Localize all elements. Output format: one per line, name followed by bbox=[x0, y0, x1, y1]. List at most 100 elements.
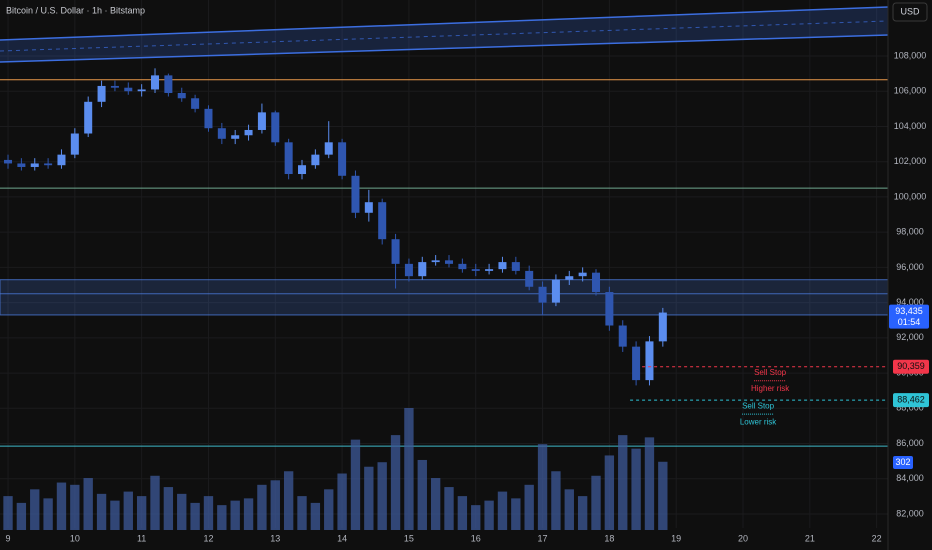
volume-bar bbox=[270, 480, 280, 530]
y-tick-label: 96,000 bbox=[896, 262, 924, 272]
volume-bar bbox=[190, 502, 200, 530]
volume-bar bbox=[177, 493, 187, 530]
candle-body bbox=[391, 239, 400, 264]
candle-body bbox=[97, 85, 106, 102]
y-tick-label: 94,000 bbox=[896, 297, 924, 307]
candle-body bbox=[217, 128, 226, 139]
candle-body bbox=[485, 269, 494, 271]
channel-fill bbox=[0, 6, 888, 63]
volume-bar bbox=[591, 475, 601, 530]
volume-bar bbox=[350, 439, 361, 530]
x-tick-label: 17 bbox=[538, 533, 548, 543]
order-text: Sell Stop bbox=[754, 368, 787, 377]
candle-body bbox=[632, 346, 641, 381]
candle-body bbox=[298, 165, 307, 175]
candle-body bbox=[311, 154, 320, 166]
x-tick-label: 9 bbox=[6, 533, 11, 543]
volume-bar bbox=[96, 493, 107, 530]
volume-bar bbox=[136, 496, 147, 530]
candle-body bbox=[4, 159, 13, 164]
volume-bar bbox=[230, 500, 240, 530]
candle-body bbox=[378, 202, 387, 240]
volume-bar bbox=[524, 484, 534, 530]
volume-bar bbox=[16, 502, 27, 530]
candle-body bbox=[244, 129, 253, 136]
volume-bar bbox=[644, 437, 655, 530]
candle-body bbox=[605, 292, 614, 326]
volume-box bbox=[893, 456, 913, 469]
candle-body bbox=[284, 142, 293, 175]
volume-bar bbox=[390, 435, 401, 530]
candle-body bbox=[498, 262, 507, 270]
candle-body bbox=[525, 270, 534, 287]
candle-body bbox=[271, 112, 280, 143]
order-price-label: 88,462 bbox=[897, 395, 925, 405]
volume-bar bbox=[537, 444, 548, 530]
volume-bar bbox=[631, 448, 641, 530]
candle-body bbox=[44, 163, 53, 166]
volume-bar bbox=[297, 496, 307, 530]
candle-body bbox=[364, 202, 373, 213]
volume-bar bbox=[337, 473, 347, 530]
candle-body bbox=[471, 269, 480, 271]
channel-line bbox=[0, 6, 889, 41]
volume-bar bbox=[324, 489, 334, 530]
volume-bar bbox=[3, 496, 13, 530]
x-tick-label: 11 bbox=[137, 533, 146, 543]
volume-bar bbox=[70, 484, 80, 530]
y-tick-label: 102,000 bbox=[894, 156, 927, 166]
candle-body bbox=[351, 175, 360, 213]
volume-bar bbox=[56, 482, 67, 530]
volume-bar bbox=[217, 505, 227, 530]
x-tick-label: 21 bbox=[805, 533, 815, 543]
order-price-label: 90,359 bbox=[897, 361, 925, 371]
volume-bar bbox=[417, 459, 427, 530]
volume-bar bbox=[484, 500, 494, 530]
volume-bar bbox=[471, 505, 481, 530]
candle-body bbox=[511, 262, 520, 271]
order-price-box bbox=[893, 359, 929, 374]
volume-bar bbox=[551, 471, 561, 530]
candle-body bbox=[578, 272, 587, 277]
y-tick-label: 92,000 bbox=[896, 332, 924, 342]
y-tick-label: 106,000 bbox=[894, 86, 927, 96]
candle-body bbox=[30, 163, 39, 167]
volume-bar bbox=[511, 498, 521, 530]
x-tick-label: 19 bbox=[671, 533, 681, 543]
candle-body bbox=[458, 263, 467, 270]
candle-body bbox=[137, 89, 146, 92]
volume-bar bbox=[43, 498, 53, 530]
candle-body bbox=[418, 262, 427, 277]
currency-label[interactable]: USD bbox=[900, 6, 920, 16]
candle-body bbox=[445, 260, 454, 264]
volume-bar bbox=[377, 462, 387, 530]
volume-bar bbox=[658, 461, 668, 530]
x-tick-label: 12 bbox=[203, 533, 213, 543]
volume-bar bbox=[310, 502, 321, 530]
volume-bar bbox=[618, 435, 628, 530]
x-tick-label: 18 bbox=[604, 533, 614, 543]
candle-body bbox=[17, 163, 26, 167]
candle-body bbox=[404, 263, 413, 277]
y-tick-label: 100,000 bbox=[894, 191, 927, 201]
candle-body bbox=[57, 154, 66, 166]
volume-bar bbox=[110, 500, 120, 530]
candle-body bbox=[324, 142, 333, 155]
volume-bar bbox=[404, 408, 414, 530]
volume-bar bbox=[564, 489, 574, 530]
candle-body bbox=[204, 108, 213, 129]
volume-bar bbox=[430, 478, 441, 530]
y-tick-label: 88,000 bbox=[896, 403, 924, 413]
countdown: 01:54 bbox=[898, 317, 921, 327]
currency-button[interactable] bbox=[892, 2, 928, 22]
candle-body bbox=[177, 92, 186, 99]
candle-body bbox=[84, 101, 93, 134]
y-tick-label: 104,000 bbox=[894, 121, 927, 131]
candle-body bbox=[538, 286, 547, 303]
candle-body bbox=[645, 341, 654, 381]
candle-body bbox=[431, 260, 440, 263]
x-tick-label: 15 bbox=[404, 533, 414, 543]
y-tick-label: 82,000 bbox=[896, 508, 924, 518]
order-text: Sell Stop bbox=[742, 401, 775, 410]
